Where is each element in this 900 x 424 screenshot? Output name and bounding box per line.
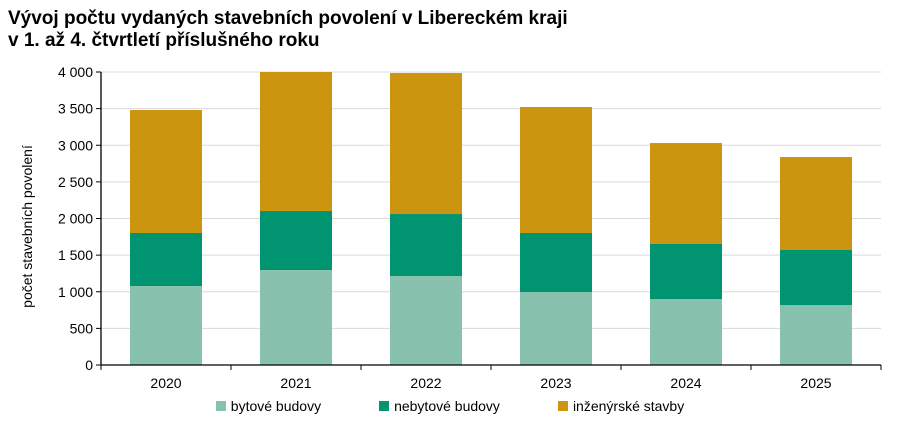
x-tick-label: 2021 xyxy=(280,375,311,391)
legend: bytové budovy nebytové budovy inženýrské s… xyxy=(0,398,900,414)
bar-segment xyxy=(390,73,462,215)
bar-segment xyxy=(260,72,332,212)
legend-swatch xyxy=(215,401,226,411)
legend-item: nebytové budovy xyxy=(379,398,500,414)
bar-segment xyxy=(780,249,852,306)
y-tick-label: 1 000 xyxy=(58,284,93,300)
bar-segment xyxy=(520,292,592,365)
y-tick-label: 500 xyxy=(70,320,94,336)
y-tick-label: 0 xyxy=(85,357,93,373)
legend-label: inženýrské stavby xyxy=(572,398,685,414)
bar-segment xyxy=(780,305,852,365)
y-tick-label: 3 000 xyxy=(58,137,93,153)
x-tick-label: 2022 xyxy=(410,375,441,391)
y-tick-label: 2 000 xyxy=(58,211,93,227)
y-axis-label: počet stavebních povolení xyxy=(19,145,35,308)
y-tick-label: 1 500 xyxy=(58,247,93,263)
y-tick-label: 2 500 xyxy=(58,174,93,190)
legend-swatch xyxy=(379,401,390,411)
bar-segment xyxy=(650,299,722,365)
legend-swatch xyxy=(557,401,568,411)
legend-item: inženýrské stavby xyxy=(557,398,685,414)
x-tick-label: 2024 xyxy=(670,375,701,391)
bar-segment xyxy=(390,276,462,365)
x-tick-label: 2020 xyxy=(150,375,181,391)
chart-title: Vývoj počtu vydaných stavebních povolení… xyxy=(8,8,568,52)
bar-segment xyxy=(650,143,722,244)
legend-item: bytové budovy xyxy=(215,398,322,414)
legend-label: bytové budovy xyxy=(230,398,322,414)
y-tick-label: 4 000 xyxy=(58,64,93,80)
legend-label: nebytové budovy xyxy=(394,398,500,414)
bar-segment xyxy=(650,243,722,300)
bar-segment xyxy=(130,110,202,234)
y-tick-label: 3 500 xyxy=(58,101,93,117)
bar-segment xyxy=(390,214,462,277)
x-tick-label: 2025 xyxy=(800,375,831,391)
bar-segment xyxy=(130,233,202,287)
bar-segment xyxy=(520,233,592,293)
bar-segment xyxy=(780,157,852,250)
bar-segment xyxy=(260,269,332,365)
bar-segment xyxy=(260,211,332,270)
title-line-2: v 1. až 4. čtvrtletí příslušného roku xyxy=(8,30,320,51)
title-line-1: Vývoj počtu vydaných stavebních povolení… xyxy=(8,8,568,29)
x-tick-label: 2023 xyxy=(540,375,571,391)
bar-segment xyxy=(130,286,202,365)
bar-segment xyxy=(520,107,592,234)
